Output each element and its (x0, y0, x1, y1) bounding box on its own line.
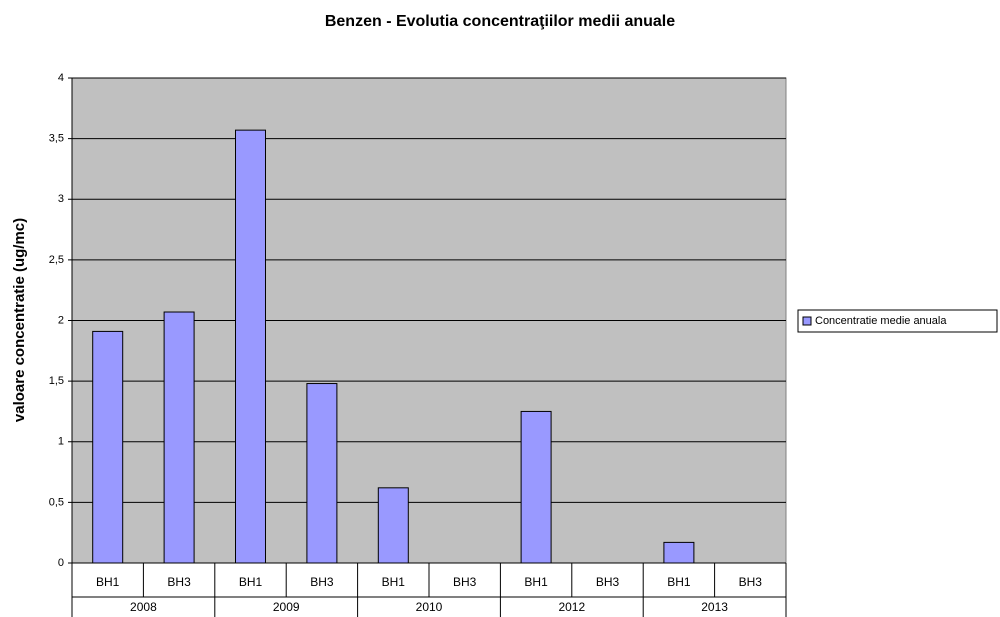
y-tick-label: 2 (58, 314, 64, 326)
y-tick-label: 1 (58, 436, 64, 448)
bar (92, 330, 124, 564)
y-tick-label: 2,5 (49, 254, 64, 266)
bar (306, 383, 338, 564)
x-tick-label: BH1 (667, 575, 691, 589)
x-tick-label: BH3 (739, 575, 763, 589)
x-tick-label: BH3 (596, 575, 620, 589)
group-label: 2009 (273, 600, 300, 614)
legend-box (797, 309, 998, 333)
y-tick-label: 3 (58, 193, 64, 205)
y-tick-label: 0,5 (49, 496, 64, 508)
group-label: 2013 (701, 600, 728, 614)
x-tick-label: BH3 (453, 575, 477, 589)
bar (520, 410, 552, 564)
x-tick-label: BH3 (310, 575, 334, 589)
bar (377, 487, 409, 564)
x-tick-label: BH1 (239, 575, 263, 589)
chart-title: Benzen - Evolutia concentraţiilor medii … (325, 13, 675, 30)
group-label: 2012 (558, 600, 585, 614)
bar (163, 311, 195, 564)
x-tick-label: BH1 (382, 575, 406, 589)
x-tick-label: BH1 (524, 575, 548, 589)
y-tick-label: 1,5 (49, 375, 64, 387)
y-tick-label: 3,5 (49, 133, 64, 145)
x-tick-label: BH3 (167, 575, 191, 589)
group-label: 2010 (416, 600, 443, 614)
group-label: 2008 (130, 600, 157, 614)
legend-label: Concentratie medie anuala (815, 315, 947, 327)
y-tick-label: 4 (58, 72, 64, 84)
legend-swatch (802, 316, 812, 326)
bar (235, 129, 266, 564)
x-tick-label: BH1 (96, 575, 120, 589)
y-axis-label: valoare concentratie (ug/mc) (11, 218, 28, 422)
y-tick-label: 0 (58, 557, 64, 569)
bar (663, 541, 695, 564)
